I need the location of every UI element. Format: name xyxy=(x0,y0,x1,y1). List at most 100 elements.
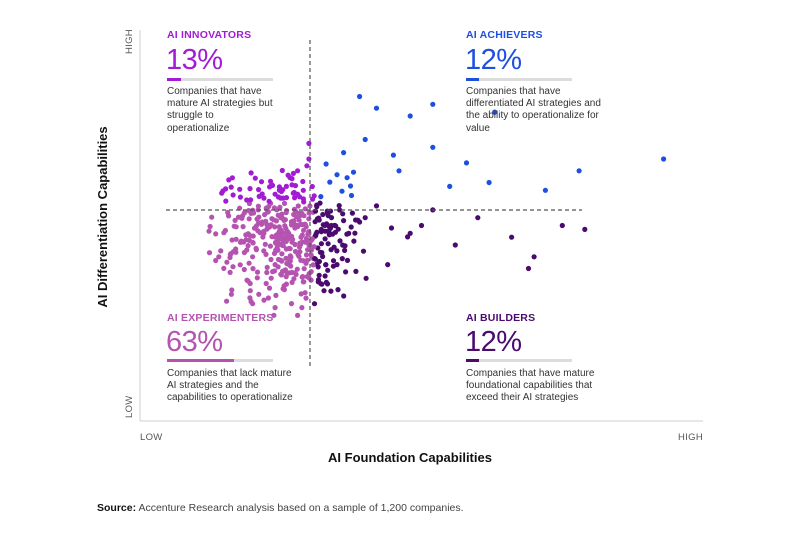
innovators-point xyxy=(220,188,226,194)
experimenters-point xyxy=(255,203,261,209)
experimenters-point xyxy=(288,301,295,307)
experimenters-point xyxy=(206,250,213,256)
builders-point xyxy=(330,263,336,269)
experimenters-title: AI EXPERIMENTERS xyxy=(167,312,274,324)
innovators-share-fill xyxy=(167,78,181,81)
builders-point xyxy=(341,293,347,299)
builders-point xyxy=(317,200,323,206)
innovators-point xyxy=(283,183,289,189)
experimenters-point xyxy=(271,312,277,318)
innovators-point xyxy=(283,195,290,201)
achievers-point xyxy=(350,169,357,175)
achievers-point xyxy=(344,175,350,181)
experimenters-point xyxy=(268,275,274,281)
experimenters-point xyxy=(227,269,233,275)
experimenters-point xyxy=(262,241,268,247)
innovators-share-bar xyxy=(167,78,273,81)
experimenters-point xyxy=(250,266,256,272)
experimenters-point xyxy=(292,222,298,228)
experimenters-point xyxy=(251,210,257,216)
achievers-point xyxy=(396,168,402,174)
innovators-point xyxy=(248,197,254,203)
source-note: Source: Accenture Research analysis base… xyxy=(97,502,464,514)
builders-point xyxy=(531,254,537,260)
builders-point xyxy=(343,269,349,275)
experimenters-point xyxy=(280,286,286,292)
innovators-point xyxy=(248,170,254,176)
experimenters-point xyxy=(209,214,215,220)
experimenters-point xyxy=(224,298,230,304)
experimenters-point xyxy=(250,233,256,239)
achievers-point xyxy=(341,150,347,156)
builders-point xyxy=(320,253,326,260)
builders-point xyxy=(321,288,327,294)
experimenters-point xyxy=(284,232,290,238)
experimenters-point xyxy=(273,218,279,224)
builders-point xyxy=(312,219,318,225)
innovators-point xyxy=(237,194,243,200)
innovators-percentage: 13% xyxy=(166,44,223,76)
experimenters-point xyxy=(221,230,227,236)
experimenters-point xyxy=(235,214,242,220)
experimenters-point xyxy=(273,292,279,298)
experimenters-point xyxy=(306,216,312,222)
innovators-point xyxy=(292,195,298,201)
experimenters-point xyxy=(240,224,246,230)
builders-point xyxy=(346,230,352,236)
builders-point xyxy=(336,203,342,209)
experimenters-point xyxy=(301,213,307,219)
experimenters-point xyxy=(301,227,307,233)
experimenters-point xyxy=(298,221,304,227)
experimenters-point xyxy=(291,218,297,224)
experimenters-point xyxy=(213,257,219,264)
achievers-point xyxy=(492,109,498,115)
source-text: Accenture Research analysis based on a s… xyxy=(138,502,464,514)
builders-point xyxy=(373,203,380,209)
builders-point xyxy=(351,238,357,244)
achievers-point xyxy=(661,156,667,162)
innovators-point xyxy=(256,187,262,193)
experimenters-point xyxy=(266,285,273,291)
innovators-point xyxy=(258,179,265,185)
builders-point xyxy=(316,272,322,278)
experimenters-point xyxy=(309,236,315,242)
experimenters-point xyxy=(284,270,290,276)
builders-point xyxy=(509,234,515,240)
innovators-point xyxy=(259,191,265,197)
achievers-point xyxy=(318,194,324,200)
experimenters-point xyxy=(221,265,227,271)
experimenters-point xyxy=(283,274,289,280)
experimenters-point xyxy=(259,219,265,225)
experimenters-point xyxy=(245,278,251,284)
experimenters-point xyxy=(283,255,289,261)
experimenters-point xyxy=(274,207,280,213)
innovators-point xyxy=(300,187,306,193)
innovators-point xyxy=(304,163,310,169)
experimenters-point xyxy=(228,291,234,297)
experimenters-point xyxy=(271,268,278,274)
experimenters-point xyxy=(283,209,289,216)
builders-point xyxy=(353,268,359,274)
experimenters-point xyxy=(292,270,298,276)
experimenters-point xyxy=(230,264,236,270)
experimenters-point xyxy=(302,206,308,212)
innovators-point xyxy=(300,178,306,185)
builders-point xyxy=(318,241,324,247)
x-tick-high: HIGH xyxy=(678,432,703,443)
experimenters-point xyxy=(279,258,285,264)
achievers-point xyxy=(576,168,582,174)
innovators-point xyxy=(278,188,284,195)
builders-point xyxy=(355,217,361,223)
innovators-point xyxy=(297,194,303,200)
achievers-point xyxy=(362,136,368,143)
builders-point xyxy=(339,256,345,262)
innovators-point xyxy=(290,190,296,196)
builders-point xyxy=(322,228,328,234)
innovators-point xyxy=(292,183,299,189)
experimenters-point xyxy=(298,291,304,297)
experimenters-point xyxy=(301,279,307,285)
innovators-point xyxy=(237,186,243,192)
innovators-point xyxy=(269,182,275,188)
experimenters-point xyxy=(305,247,311,253)
experimenters-point xyxy=(265,295,271,301)
